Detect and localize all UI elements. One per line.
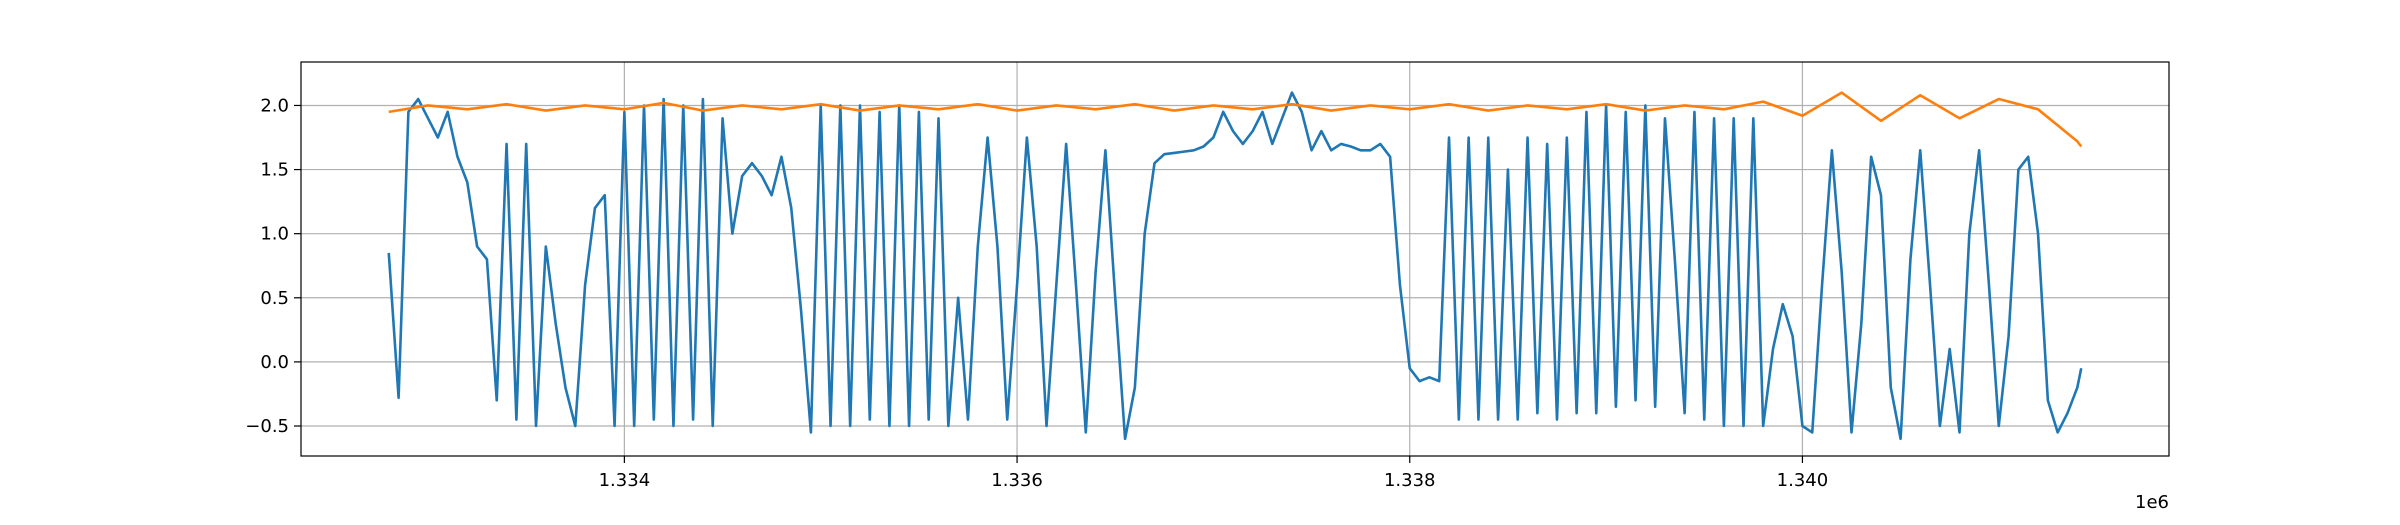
axes-frame bbox=[300, 61, 2170, 457]
x-tick-label: 1.340 bbox=[1777, 470, 1829, 491]
x-tick-label: 1.334 bbox=[599, 470, 651, 491]
y-tick-label: 1.5 bbox=[260, 160, 289, 181]
y-tick-label: 0.0 bbox=[260, 352, 289, 373]
data-line bbox=[388, 91, 2083, 148]
ticks-layer: 1.334 1.336 1.338 1.340 −0.5 0.0 0.5 1.0 1.5 2.0 bbox=[245, 95, 1828, 491]
x-tick-label: 1.338 bbox=[1384, 470, 1436, 491]
y-tick-label: 2.0 bbox=[260, 95, 289, 116]
y-tick-label: −0.5 bbox=[245, 416, 289, 437]
x-offset-label: 1e6 bbox=[2135, 492, 2169, 513]
y-tick-label: 1.0 bbox=[260, 224, 289, 245]
y-tick-label: 0.5 bbox=[260, 288, 289, 309]
data-line bbox=[387, 91, 2083, 441]
lines-layer bbox=[387, 91, 2083, 441]
x-tick-label: 1.336 bbox=[991, 470, 1043, 491]
